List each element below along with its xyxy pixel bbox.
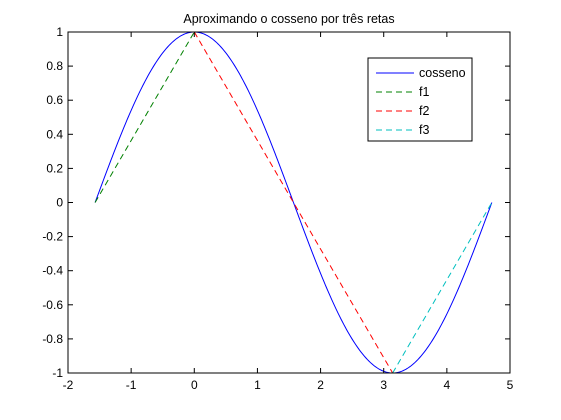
series-line-f2 [193, 31, 394, 374]
y-tick-label: 0.4 [46, 127, 63, 141]
legend-label-cosseno: cosseno [419, 66, 466, 80]
legend-label-f1: f1 [419, 85, 429, 99]
y-tick-label: -0.8 [42, 332, 63, 346]
x-tick-label: 2 [317, 378, 324, 392]
y-tick-label: 0.8 [46, 59, 63, 73]
series-line-f1 [94, 31, 195, 203]
x-tick-label: 0 [191, 378, 198, 392]
series-line-f3 [392, 202, 493, 374]
y-tick-label: -0.4 [42, 264, 63, 278]
y-tick-label: 1 [56, 25, 63, 39]
x-tick-label: 5 [507, 378, 514, 392]
x-tick-label: -2 [63, 378, 74, 392]
y-tick-label: 0.6 [46, 93, 63, 107]
x-tick-label: 3 [380, 378, 387, 392]
y-tick-label: -1 [52, 366, 63, 380]
x-tick-label: 1 [254, 378, 261, 392]
legend-label-f3: f3 [419, 123, 429, 137]
plot-area [94, 31, 493, 374]
chart-title: Aproximando o cosseno por três retas [183, 12, 394, 26]
y-tick-label: 0 [56, 196, 63, 210]
axes: -2 -1 0 1 2 3 4 510.80.60.40.20-0.2-0.4-0.6-0.8… [42, 25, 513, 392]
legend-box [367, 57, 473, 142]
legend-label-f2: f2 [419, 104, 429, 118]
series-line-cosseno [94, 31, 493, 374]
x-tick-label: -1 [126, 378, 137, 392]
y-tick-label: 0.2 [46, 161, 63, 175]
x-tick-label: 4 [444, 378, 451, 392]
legend: cosseno f1 f2 f3 [367, 57, 473, 142]
y-tick-label: -0.2 [42, 230, 63, 244]
y-tick-label: -0.6 [42, 298, 63, 312]
